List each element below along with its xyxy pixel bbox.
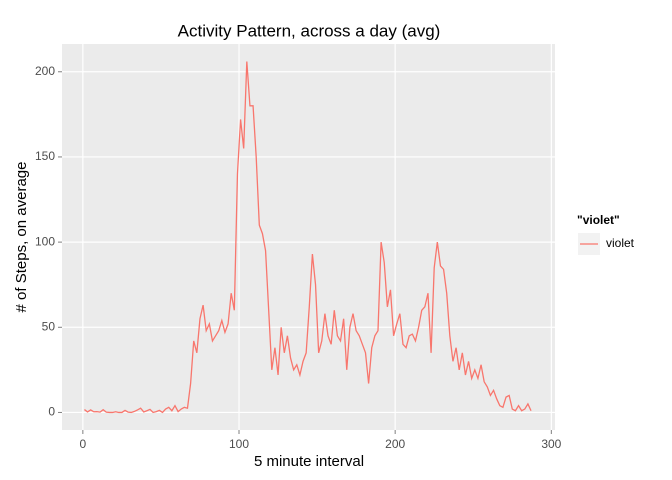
x-axis-label: 5 minute interval	[254, 453, 364, 470]
chart-title: Activity Pattern, across a day (avg)	[178, 21, 441, 40]
y-tick-label: 100	[35, 234, 55, 248]
legend-title: "violet"	[577, 213, 620, 227]
y-tick-label: 0	[48, 405, 55, 419]
y-tick-label: 200	[35, 64, 55, 78]
x-tick-label: 200	[385, 437, 405, 451]
legend-label: violet	[606, 236, 635, 250]
y-axis-label: # of Steps, on average	[13, 162, 30, 313]
x-tick-label: 300	[541, 437, 561, 451]
x-tick-label: 100	[229, 437, 249, 451]
x-tick-label: 0	[80, 437, 87, 451]
plot-panel	[62, 44, 555, 430]
y-tick-label: 50	[42, 319, 56, 333]
data-line	[84, 61, 532, 414]
y-tick-label: 150	[35, 149, 55, 163]
